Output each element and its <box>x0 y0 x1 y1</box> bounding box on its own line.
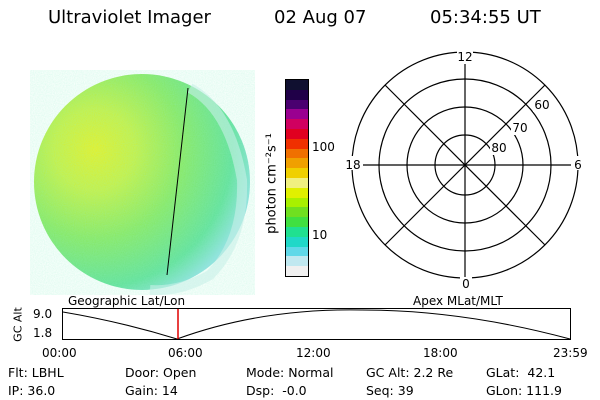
gc-alt-value: GC Alt: 2.2 Re <box>366 365 454 380</box>
instrument-title: Ultraviolet Imager <box>48 7 211 28</box>
colorbar-band-3 <box>286 109 308 120</box>
glat-value: GLat: 42.1 <box>486 365 556 380</box>
colorbar-band-4 <box>286 119 308 129</box>
colorbar-band-5 <box>286 128 308 139</box>
y-min-label: 1.8 <box>33 326 53 340</box>
colorbar-band-9 <box>286 168 308 178</box>
mlt-label-0: 0 <box>462 277 470 291</box>
polar-grid: 12 18 6 0 60 70 80 <box>343 50 585 291</box>
date-label: 02 Aug 07 <box>274 7 367 28</box>
altitude-timeline[interactable] <box>62 308 572 342</box>
glon-value: GLon: 111.9 <box>486 383 562 398</box>
uv-image-disk[interactable] <box>30 70 255 295</box>
dsp-value: Dsp: -0.0 <box>246 383 307 398</box>
colorbar-band-16 <box>286 236 308 247</box>
x-tick-1800: 18:00 <box>423 346 458 360</box>
colorbar-band-17 <box>286 246 308 257</box>
altitude-curve <box>62 309 571 340</box>
mlt-label-12: 12 <box>457 50 472 64</box>
colorbar-band-13 <box>286 207 308 218</box>
mlt-label-6: 6 <box>574 158 582 172</box>
colorbar-band-14 <box>286 217 308 227</box>
colorbar-tick-10: 10 <box>312 228 328 242</box>
x-tick-1200: 12:00 <box>296 346 331 360</box>
colorbar-band-6 <box>286 138 308 149</box>
lat-label-70: 70 <box>512 121 527 135</box>
colorbar-band-7 <box>286 148 308 159</box>
door-value: Door: Open <box>125 365 197 380</box>
time-label: 05:34:55 UT <box>430 7 541 28</box>
colorbar-band-12 <box>286 197 308 208</box>
x-tick-0000: 00:00 <box>42 346 77 360</box>
colorbar-band-10 <box>286 177 308 188</box>
track-line <box>166 87 189 276</box>
colorbar-band-8 <box>286 158 308 169</box>
colorbar-band-18 <box>286 256 308 267</box>
colorbar <box>285 79 309 277</box>
y-max-label: 9.0 <box>33 307 53 321</box>
lat-label-60: 60 <box>534 98 549 112</box>
colorbar-tick-100: 100 <box>312 140 335 154</box>
lat-label-80: 80 <box>491 141 506 155</box>
x-tick-2359: 23:59 <box>553 346 588 360</box>
ip-value: IP: 36.0 <box>8 383 56 398</box>
geographic-label: Geographic Lat/Lon <box>68 294 186 308</box>
colorbar-band-15 <box>286 226 308 237</box>
colorbar-band-2 <box>286 99 308 110</box>
colorbar-band-1 <box>286 89 308 100</box>
mode-value: Mode: Normal <box>246 365 334 380</box>
gc-alt-axis-title: GC Alt <box>11 307 25 342</box>
mlt-label-18: 18 <box>345 158 360 172</box>
colorbar-band-11 <box>286 187 308 198</box>
colorbar-band-0 <box>286 80 308 90</box>
gain-value: Gain: 14 <box>125 383 178 398</box>
x-tick-0600: 06:00 <box>168 346 203 360</box>
seq-value: Seq: 39 <box>366 383 414 398</box>
colorbar-unit-label: photon cm⁻²s⁻¹ <box>264 133 280 234</box>
apex-label: Apex MLat/MLT <box>413 294 503 308</box>
flt-value: Flt: LBHL <box>8 365 64 380</box>
colorbar-band-19 <box>286 266 308 276</box>
